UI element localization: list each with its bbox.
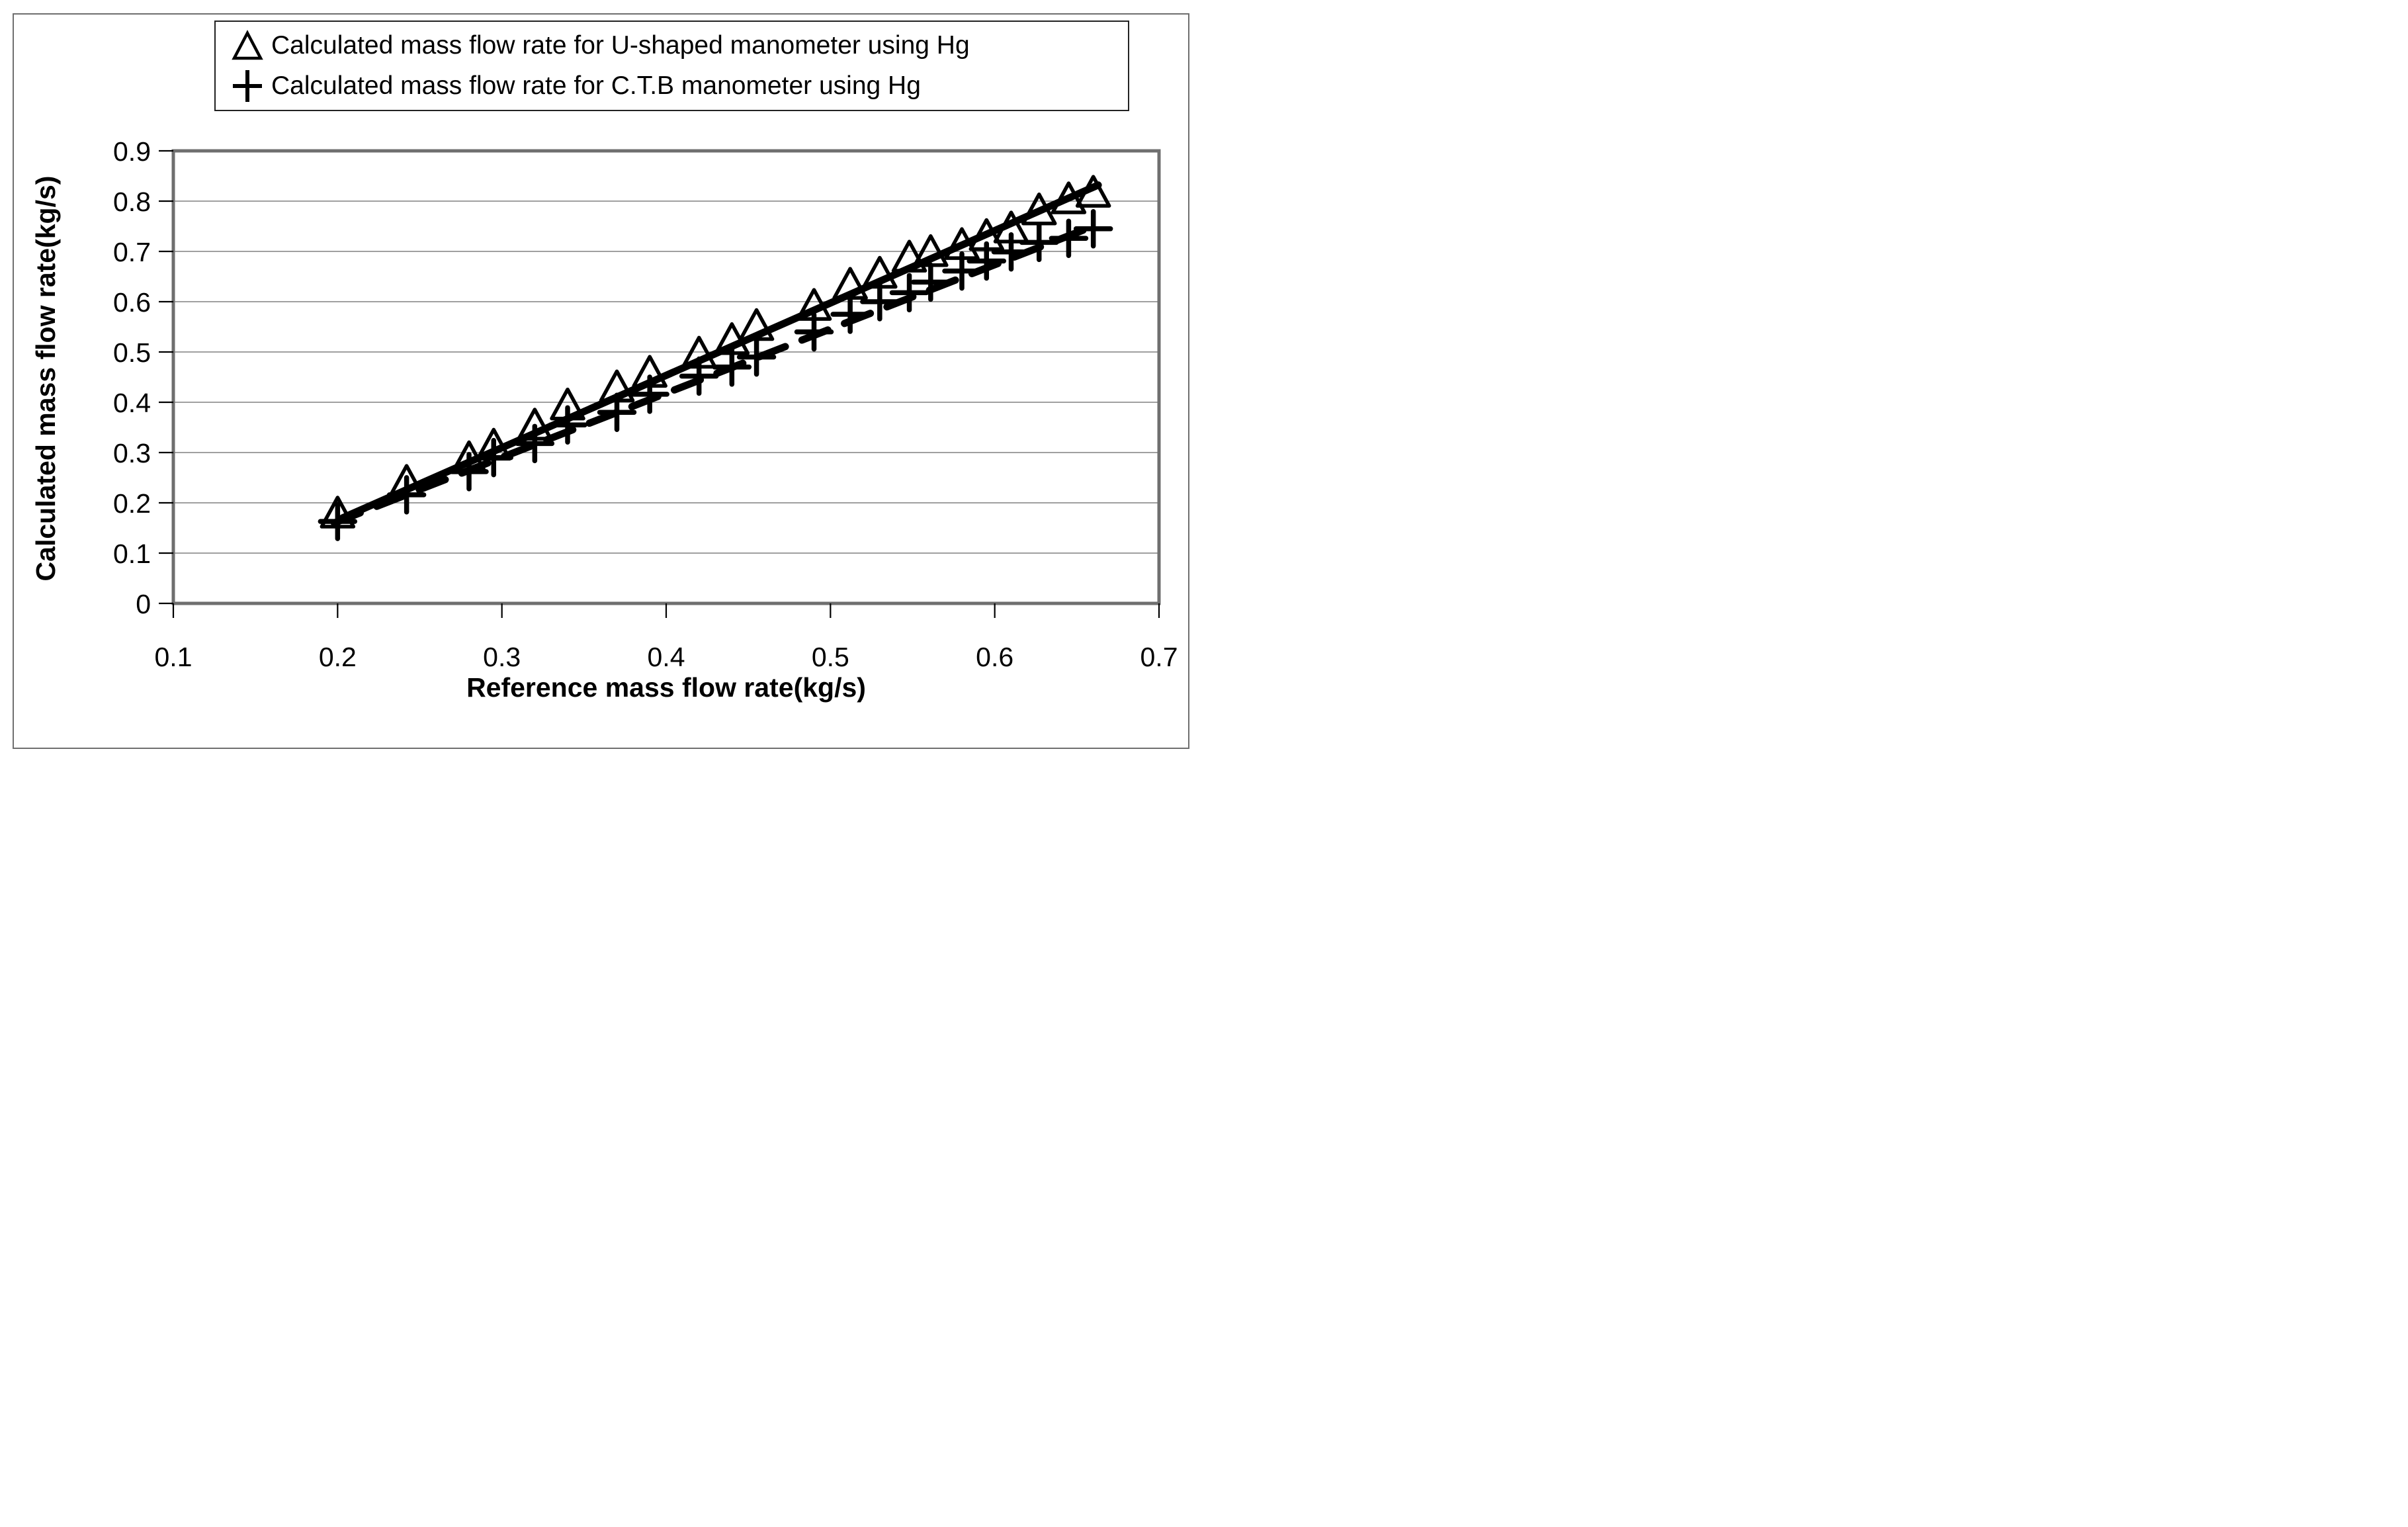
legend-item-ctb: Calculated mass flow rate for C.T.B mano… [230, 69, 1128, 103]
y-tick-label: 0.4 [113, 388, 151, 418]
triangle-marker [320, 496, 356, 529]
y-tick-label: 0.5 [113, 337, 151, 368]
y-tick-label: 0.6 [113, 287, 151, 318]
x-tick-label: 0.1 [155, 642, 193, 672]
triangle-marker [944, 227, 980, 260]
y-tick-label: 0.8 [113, 187, 151, 217]
x-tick-label: 0.2 [319, 642, 357, 672]
legend-label-ctb: Calculated mass flow rate for C.T.B mano… [271, 71, 921, 101]
triangle-marker [1051, 181, 1087, 214]
x-tick-label: 0.3 [483, 642, 521, 672]
triangle-marker [832, 267, 868, 300]
triangle-marker [891, 240, 927, 273]
y-tick-label: 0.9 [113, 136, 151, 167]
x-tick-label: 0.4 [648, 642, 685, 672]
triangle-marker [632, 355, 667, 388]
y-tick-label: 0.2 [113, 488, 151, 519]
x-tick-label: 0.7 [1140, 642, 1178, 672]
chart-canvas: 00.10.20.30.40.50.60.70.80.90.1 0.2 0.3 0.4… [113, 136, 1178, 672]
triangle-marker [913, 234, 949, 267]
y-tick-label: 0.7 [113, 237, 151, 267]
y-axis-title: Calculated mass flow rate(kg/s) [30, 175, 61, 582]
y-tick-label: 0 [136, 589, 151, 619]
ctb-trendline [330, 220, 1102, 527]
x-tick-label: 0.5 [812, 642, 849, 672]
triangle-marker [388, 464, 425, 497]
triangle-marker [517, 408, 553, 441]
x-axis-title: Reference mass flow rate(kg/s) [466, 672, 866, 703]
triangle-marker [550, 387, 585, 421]
legend-item-u-shaped: Calculated mass flow rate for U-shaped m… [230, 28, 1128, 63]
triangle-marker [862, 255, 898, 289]
chart-figure: 0 0.1 0.2 0.3 0.4 0.5 0.6 0.7 0.8 0.9 0.1 0.2 0.3 0.4… [0, 0, 1204, 764]
legend: Calculated mass flow rate for U-shaped m… [214, 21, 1129, 111]
legend-label-u-shaped: Calculated mass flow rate for U-shaped m… [271, 30, 970, 60]
triangle-marker [738, 308, 775, 341]
triangle-marker [968, 218, 1004, 251]
triangle-marker [1075, 175, 1111, 208]
triangle-marker-icon [232, 29, 263, 60]
triangle-marker [599, 369, 635, 402]
triangle-marker [993, 210, 1029, 243]
plus-marker-icon [233, 70, 262, 103]
triangle-marker [1021, 192, 1057, 226]
y-tick-label: 0.3 [113, 438, 151, 468]
y-tick-label: 0.1 [113, 539, 151, 569]
triangle-marker [681, 335, 717, 369]
triangle-marker [796, 288, 832, 321]
x-tick-label: 0.6 [976, 642, 1013, 672]
triangle-marker [476, 427, 511, 461]
